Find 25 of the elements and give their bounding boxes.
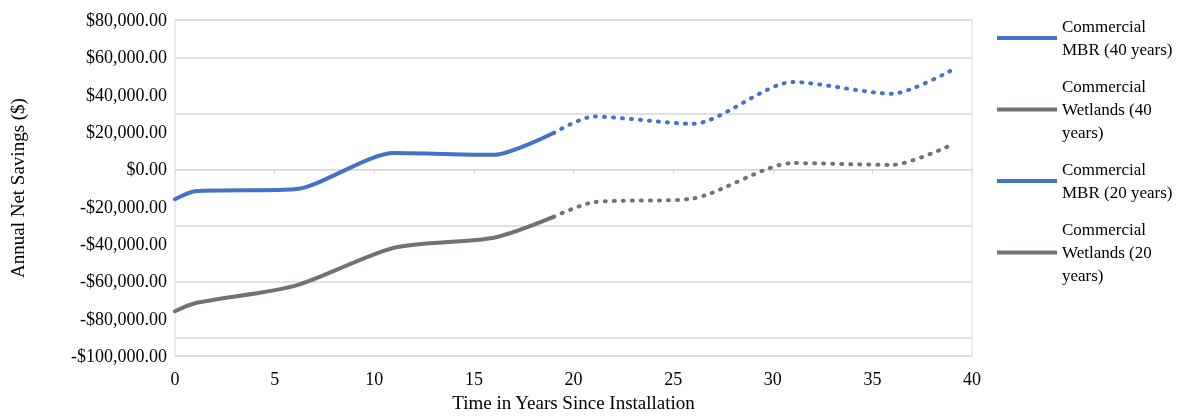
x-tick-label: 35 [863, 369, 882, 390]
y-axis-title: Annual Net Savings ($) [7, 98, 29, 279]
y-tick-label: -$20,000.00 [80, 196, 167, 217]
y-tick-label: $0.00 [126, 159, 167, 180]
y-tick-label: -$100,000.00 [71, 346, 167, 367]
y-tick-label: $40,000.00 [86, 84, 167, 105]
y-tick-label: $20,000.00 [86, 122, 167, 143]
x-tick-label: 30 [763, 369, 782, 390]
x-tick-label: 20 [564, 369, 583, 390]
x-tick-label: 25 [664, 369, 683, 390]
x-tick-label: 5 [270, 369, 280, 390]
legend-label: Commercial MBR (40 years) [1062, 17, 1173, 59]
x-tick-label: 40 [963, 369, 981, 390]
y-tick-label: $80,000.00 [86, 10, 167, 30]
x-tick-label: 10 [365, 369, 384, 390]
x-tick-label: 15 [464, 369, 483, 390]
x-tick-label: 0 [170, 369, 180, 390]
y-tick-label: -$80,000.00 [80, 308, 167, 329]
y-tick-label: -$60,000.00 [80, 271, 167, 292]
y-tick-label: -$40,000.00 [80, 234, 167, 255]
legend-label: Commercial MBR (20 years) [1062, 160, 1173, 202]
legend-label: Commercial Wetlands (20 years) [1062, 220, 1156, 285]
x-axis-title: Time in Years Since Installation [452, 392, 696, 413]
y-tick-label: $60,000.00 [86, 47, 167, 68]
legend-label: Commercial Wetlands (40 years) [1062, 77, 1156, 142]
